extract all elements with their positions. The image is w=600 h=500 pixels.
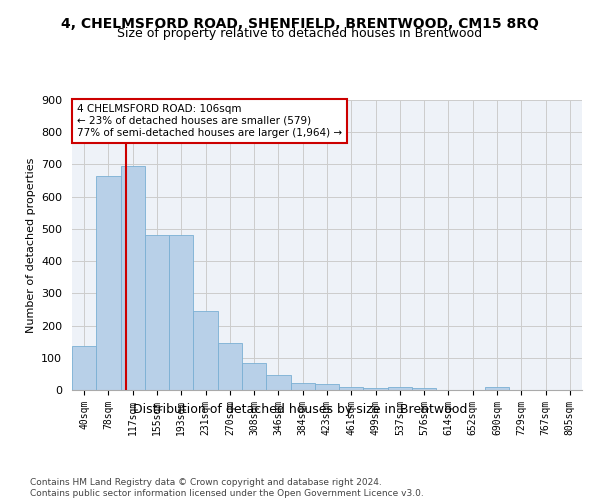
- Bar: [388, 388, 412, 390]
- Bar: [218, 344, 242, 390]
- Bar: [145, 236, 169, 390]
- Bar: [169, 236, 193, 390]
- Bar: [242, 362, 266, 390]
- Bar: [364, 388, 388, 390]
- Bar: [290, 383, 315, 390]
- Bar: [72, 346, 96, 390]
- Bar: [485, 387, 509, 390]
- Text: 4 CHELMSFORD ROAD: 106sqm
← 23% of detached houses are smaller (579)
77% of semi: 4 CHELMSFORD ROAD: 106sqm ← 23% of detac…: [77, 104, 342, 138]
- Text: Distribution of detached houses by size in Brentwood: Distribution of detached houses by size …: [133, 402, 467, 415]
- Y-axis label: Number of detached properties: Number of detached properties: [26, 158, 35, 332]
- Bar: [339, 387, 364, 390]
- Text: Contains HM Land Registry data © Crown copyright and database right 2024.
Contai: Contains HM Land Registry data © Crown c…: [30, 478, 424, 498]
- Text: 4, CHELMSFORD ROAD, SHENFIELD, BRENTWOOD, CM15 8RQ: 4, CHELMSFORD ROAD, SHENFIELD, BRENTWOOD…: [61, 18, 539, 32]
- Bar: [412, 388, 436, 390]
- Bar: [315, 384, 339, 390]
- Bar: [193, 311, 218, 390]
- Bar: [96, 176, 121, 390]
- Text: Size of property relative to detached houses in Brentwood: Size of property relative to detached ho…: [118, 28, 482, 40]
- Bar: [121, 166, 145, 390]
- Bar: [266, 374, 290, 390]
